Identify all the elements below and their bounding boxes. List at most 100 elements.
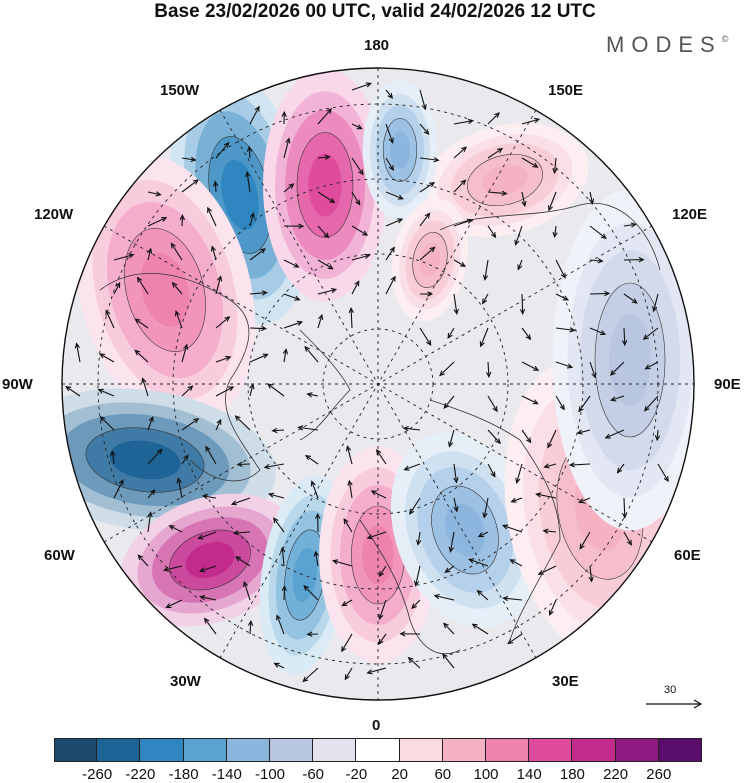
- wind-vector: [483, 497, 489, 518]
- wind-vector-head: [243, 580, 249, 588]
- wind-vector-head: [293, 262, 300, 268]
- wind-vector: [147, 449, 163, 465]
- wind-vector: [419, 157, 439, 161]
- wind-vector: [215, 386, 234, 397]
- colorbar-cell: [140, 738, 184, 762]
- wind-vector: [510, 559, 523, 567]
- wind-vector: [302, 667, 319, 682]
- wind-vector-head: [232, 530, 239, 536]
- wind-vector-head: [294, 295, 301, 301]
- wind-vector: [147, 512, 152, 533]
- wind-vector-head: [396, 218, 404, 224]
- wind-vector-head: [137, 554, 144, 561]
- wind-vector-head: [643, 405, 650, 412]
- wind-vector-head: [552, 231, 558, 239]
- wind-vector-head: [354, 280, 360, 287]
- wind-vector-head: [201, 494, 209, 500]
- wind-vector: [264, 463, 285, 468]
- wind-vector: [480, 327, 489, 347]
- wind-vector-head: [168, 525, 175, 531]
- wind-vector: [105, 310, 115, 329]
- wind-vector-head: [542, 528, 549, 534]
- wind-vector: [147, 248, 152, 261]
- wind-vector: [547, 429, 557, 448]
- wind-vector: [147, 217, 167, 227]
- wind-vector: [215, 419, 222, 431]
- wind-vector-head: [599, 330, 607, 336]
- wind-vector-head: [136, 276, 143, 283]
- wind-vector: [484, 259, 489, 280]
- wind-vector-head: [604, 433, 611, 439]
- wind-vector-head: [263, 464, 270, 470]
- wind-vector: [578, 395, 591, 412]
- wind-vector-head: [306, 392, 313, 398]
- wind-vector-head: [525, 437, 532, 444]
- wind-vector: [521, 157, 538, 168]
- colorbar-cell: [313, 738, 357, 762]
- colorbar-cell: [270, 738, 314, 762]
- wind-vector: [274, 662, 285, 669]
- wind-vector-head: [389, 246, 395, 253]
- wind-vector: [577, 429, 591, 434]
- wind-vector: [449, 531, 455, 552]
- colorbar-tick-label: 220: [603, 766, 629, 783]
- blob-scandinavia-low: [390, 432, 540, 628]
- wind-vector-head: [332, 559, 339, 565]
- wind-vector: [317, 191, 335, 203]
- colorbar-cell: [658, 738, 703, 762]
- wind-vector: [351, 191, 361, 205]
- wind-vector: [249, 327, 266, 330]
- wind-vector: [164, 565, 183, 571]
- wind-vector-head: [600, 233, 607, 240]
- map-border: [61, 67, 695, 701]
- wind-vector: [478, 531, 489, 538]
- map-disc: [62, 68, 694, 700]
- wind-vector: [315, 551, 319, 567]
- colorbar-cell: [572, 738, 616, 762]
- wind-vector-head: [343, 517, 349, 525]
- colorbar-cell: [442, 738, 487, 762]
- wind-vector-head: [303, 585, 310, 591]
- wind-vector: [215, 142, 230, 159]
- wind-vector: [172, 282, 183, 295]
- wind-vector-head: [315, 512, 321, 519]
- colorbar-cell: [615, 738, 659, 762]
- wind-vector-head: [280, 546, 286, 553]
- wind-vector: [283, 183, 294, 193]
- wind-vector-head: [609, 370, 616, 376]
- wind-vector: [215, 276, 222, 295]
- wind-vector: [177, 478, 183, 499]
- wind-vector-head: [324, 154, 331, 160]
- lon-label-150w: 150W: [160, 82, 200, 99]
- wind-vector: [249, 384, 254, 397]
- blob-contour: [419, 243, 441, 277]
- wind-vector: [538, 565, 557, 575]
- wind-vector: [181, 157, 196, 161]
- wind-vector-head: [204, 617, 210, 624]
- wind-vector: [137, 277, 149, 295]
- wind-vector-head: [433, 157, 440, 163]
- wind-vector: [453, 497, 458, 512]
- wind-vector-head: [428, 181, 436, 188]
- wind-vector-head: [207, 206, 212, 213]
- wind-vector-head: [165, 603, 172, 608]
- wind-vector: [378, 599, 387, 620]
- wind-vector: [439, 361, 455, 376]
- wind-vector: [269, 493, 285, 499]
- wind-vector: [215, 356, 231, 363]
- wind-vector-head: [501, 524, 509, 530]
- wind-vector-head: [74, 342, 81, 349]
- wind-vector-head: [429, 246, 436, 253]
- wind-vector: [447, 327, 455, 339]
- wind-vector-head: [407, 656, 414, 663]
- wind-vector-head: [128, 253, 135, 259]
- wind-vector: [434, 595, 455, 601]
- wind-vector-head: [288, 183, 295, 189]
- colorbar-tick-label: -260: [82, 766, 113, 783]
- wind-vector-head: [134, 349, 141, 356]
- wind-vector: [344, 667, 353, 680]
- wind-vector-head: [442, 653, 448, 660]
- colorbar-cell: [356, 738, 400, 762]
- brand-logo: MODES©: [606, 32, 728, 58]
